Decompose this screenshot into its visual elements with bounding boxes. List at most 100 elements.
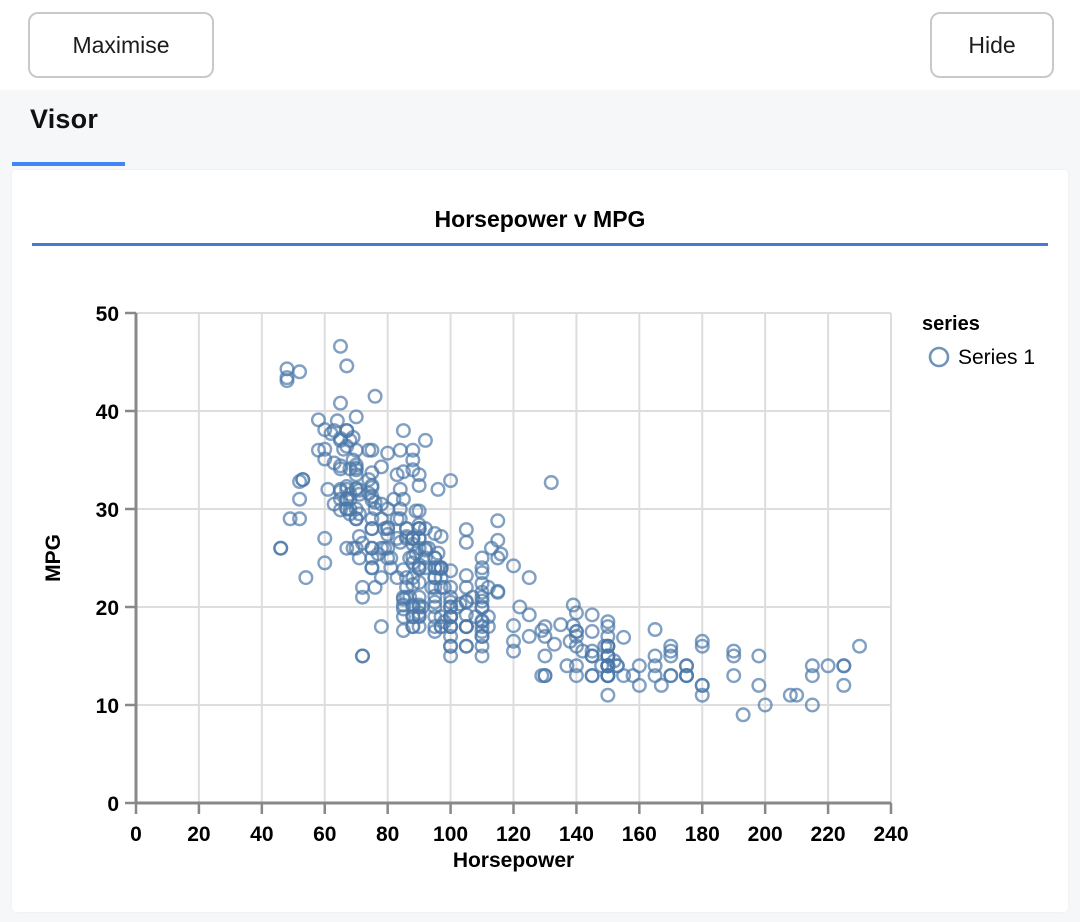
data-point — [332, 502, 348, 518]
data-point — [427, 594, 443, 610]
data-point — [395, 464, 411, 480]
data-point — [443, 473, 459, 489]
data-point — [804, 668, 820, 684]
x-tick-label: 100 — [433, 823, 468, 846]
data-point — [836, 677, 852, 693]
data-point — [534, 623, 550, 639]
data-point — [789, 687, 805, 703]
scatter-plot: 0 20 40 60 80 100 120 140 160 180 200 220 240 0 10 20 30… — [42, 303, 1035, 872]
data-point — [559, 658, 575, 674]
active-tab-indicator — [12, 162, 125, 166]
data-point — [395, 623, 411, 639]
data-point — [474, 648, 490, 664]
tab-visor-label: Visor — [30, 104, 99, 134]
data-point — [417, 560, 433, 576]
data-point — [392, 442, 408, 458]
data-point — [804, 697, 820, 713]
data-point — [320, 481, 336, 497]
surface-card: Horsepower v MPG 0 20 40 60 80 100 120 140 160 18… — [12, 170, 1068, 912]
data-point — [329, 413, 345, 429]
data-point — [351, 550, 367, 566]
data-point — [474, 638, 490, 654]
data-point — [411, 608, 427, 624]
x-tick-label: 80 — [376, 823, 399, 846]
data-point — [427, 588, 443, 604]
data-point — [443, 594, 459, 610]
y-tick-label: 50 — [96, 303, 119, 326]
x-tick-label: 160 — [622, 823, 657, 846]
data-point — [474, 624, 490, 640]
x-tick-label: 200 — [748, 823, 783, 846]
data-point — [282, 511, 298, 527]
data-point — [458, 522, 474, 538]
hide-button[interactable]: Hide — [930, 12, 1054, 78]
data-point — [411, 477, 427, 493]
x-tick-label: 40 — [250, 823, 273, 846]
data-point — [332, 458, 348, 474]
data-point — [417, 432, 433, 448]
data-point — [310, 412, 326, 428]
data-point — [537, 648, 553, 664]
data-point — [364, 511, 380, 527]
data-point — [364, 442, 380, 458]
data-point — [443, 648, 459, 664]
data-point — [433, 570, 449, 586]
y-tick-label: 40 — [96, 401, 119, 424]
data-point — [820, 658, 836, 674]
data-point — [836, 658, 852, 674]
data-point — [751, 677, 767, 693]
data-point — [342, 461, 358, 477]
data-point — [339, 358, 355, 374]
maximise-button[interactable]: Maximise — [28, 12, 214, 78]
data-point — [405, 576, 421, 592]
data-point — [679, 668, 695, 684]
data-point — [427, 624, 443, 640]
data-point — [427, 599, 443, 615]
data-point — [506, 643, 522, 659]
data-point — [506, 558, 522, 574]
x-tick-label: 220 — [811, 823, 846, 846]
tab-visor[interactable]: Visor — [12, 90, 125, 168]
data-point — [292, 491, 308, 507]
data-point — [694, 638, 710, 654]
data-point — [521, 607, 537, 623]
data-point — [292, 474, 308, 490]
data-point — [323, 426, 339, 442]
data-point — [430, 481, 446, 497]
data-point — [584, 668, 600, 684]
data-point — [332, 338, 348, 354]
data-point — [443, 563, 459, 579]
title-divider — [32, 243, 1048, 246]
data-point — [474, 628, 490, 644]
data-point — [584, 607, 600, 623]
data-point — [679, 658, 695, 674]
data-point — [600, 687, 616, 703]
data-point — [386, 491, 402, 507]
y-tick-label: 10 — [96, 695, 119, 718]
data-point — [647, 648, 663, 664]
data-point — [553, 617, 569, 633]
data-point — [443, 579, 459, 595]
data-point — [493, 546, 509, 562]
data-point — [355, 648, 371, 664]
x-tick-label: 0 — [130, 823, 142, 846]
data-point — [395, 601, 411, 617]
data-point — [317, 441, 333, 457]
data-point — [726, 643, 742, 659]
data-point — [757, 697, 773, 713]
data-point — [458, 638, 474, 654]
data-point — [694, 687, 710, 703]
data-point — [411, 597, 427, 613]
data-point — [600, 619, 616, 635]
x-tick-label: 180 — [685, 823, 720, 846]
data-point — [458, 534, 474, 550]
data-point — [292, 511, 308, 527]
data-point — [537, 619, 553, 635]
data-point — [597, 638, 613, 654]
data-point — [606, 653, 622, 669]
data-point — [490, 550, 506, 566]
y-axis-title: MPG — [42, 534, 65, 582]
y-tick-label: 0 — [107, 793, 119, 816]
data-point — [339, 501, 355, 517]
data-point — [339, 481, 355, 497]
